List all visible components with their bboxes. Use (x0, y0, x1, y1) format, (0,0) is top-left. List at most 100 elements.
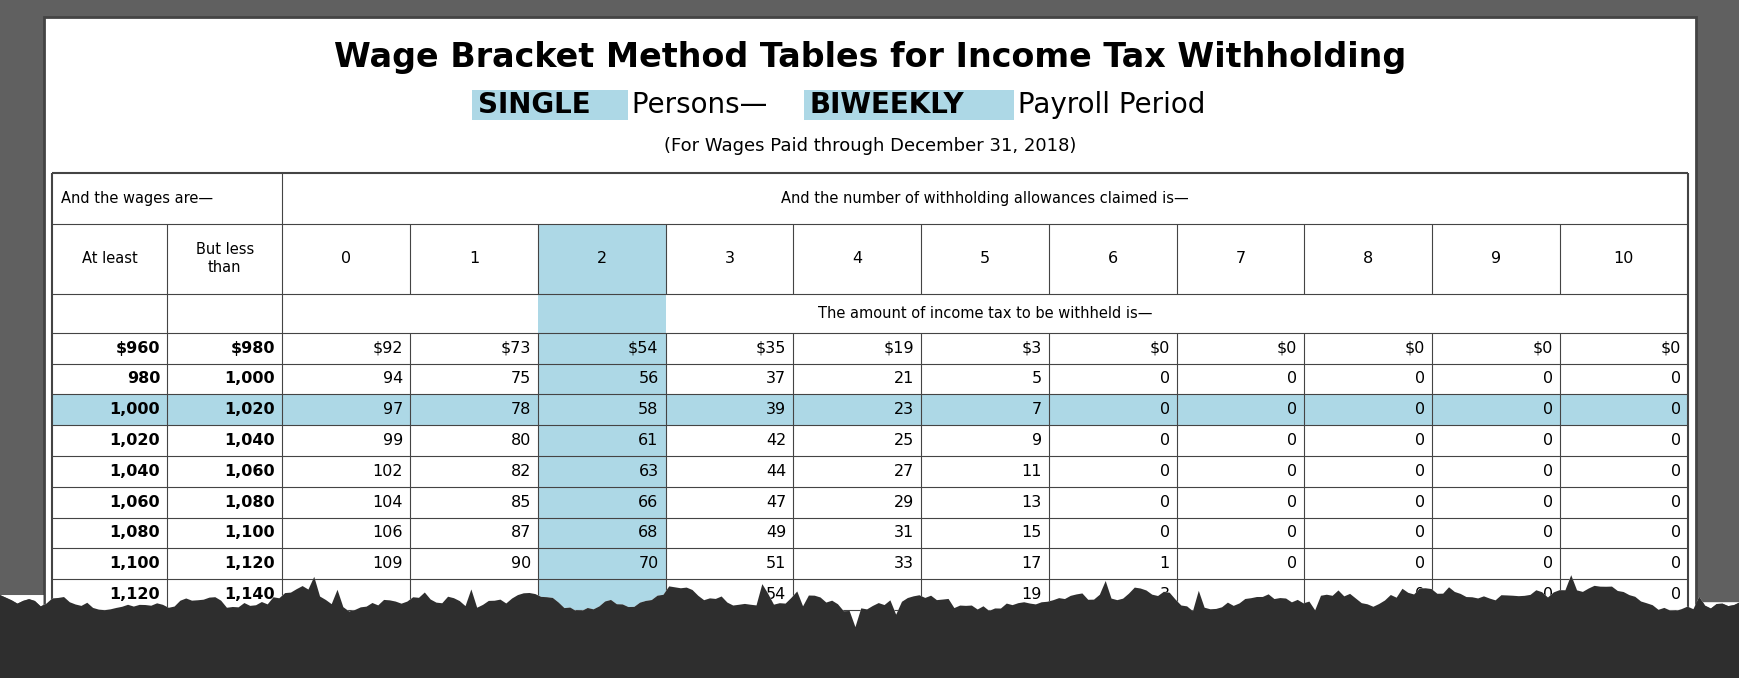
FancyBboxPatch shape (0, 651, 1739, 678)
Text: 0: 0 (1669, 556, 1680, 571)
Text: $92: $92 (372, 340, 403, 356)
Text: 102: 102 (372, 464, 403, 479)
Text: 980: 980 (127, 372, 160, 386)
Text: 1,040: 1,040 (110, 464, 160, 479)
Text: 58: 58 (638, 402, 657, 417)
FancyBboxPatch shape (52, 395, 1687, 425)
Text: 11: 11 (1021, 464, 1042, 479)
Text: 0: 0 (1669, 587, 1680, 602)
FancyBboxPatch shape (537, 425, 664, 456)
Text: And the wages are—: And the wages are— (61, 191, 212, 205)
Text: $980: $980 (231, 340, 275, 356)
Text: 66: 66 (638, 495, 657, 510)
Text: 17: 17 (1021, 556, 1042, 571)
Text: 0: 0 (1542, 402, 1553, 417)
Text: $0: $0 (1276, 340, 1297, 356)
Text: 0: 0 (1287, 495, 1297, 510)
Text: 42: 42 (765, 433, 786, 448)
Text: Wage Bracket Method Tables for Income Tax Withholding: Wage Bracket Method Tables for Income Ta… (334, 41, 1405, 74)
Text: 2: 2 (596, 251, 607, 266)
Text: 1,000: 1,000 (224, 372, 275, 386)
Text: 1,100: 1,100 (224, 525, 275, 540)
Text: 7: 7 (1235, 251, 1245, 266)
Text: 4: 4 (852, 251, 863, 266)
Text: 10: 10 (1612, 251, 1633, 266)
Text: 0: 0 (1542, 372, 1553, 386)
Text: But less
than: But less than (195, 243, 254, 275)
Text: 104: 104 (372, 495, 403, 510)
Text: 61: 61 (638, 433, 657, 448)
Text: $3: $3 (1021, 340, 1042, 356)
Text: 7: 7 (1031, 402, 1042, 417)
Text: 97: 97 (383, 402, 403, 417)
Text: 90: 90 (510, 556, 530, 571)
Text: 0: 0 (1287, 556, 1297, 571)
Text: 0: 0 (1414, 372, 1424, 386)
Text: 87: 87 (510, 525, 530, 540)
Text: 75: 75 (510, 372, 530, 386)
Text: 0: 0 (1669, 433, 1680, 448)
Text: 1,080: 1,080 (224, 495, 275, 510)
Text: 99: 99 (383, 433, 403, 448)
Text: 5: 5 (979, 251, 989, 266)
Text: 0: 0 (1669, 464, 1680, 479)
FancyBboxPatch shape (43, 17, 1696, 651)
Text: 94: 94 (383, 372, 403, 386)
FancyBboxPatch shape (537, 395, 664, 425)
Text: 21: 21 (894, 372, 913, 386)
FancyBboxPatch shape (537, 363, 664, 395)
Text: $35: $35 (755, 340, 786, 356)
Text: 0: 0 (1287, 372, 1297, 386)
Text: 106: 106 (372, 525, 403, 540)
Text: Persons—: Persons— (623, 91, 767, 119)
FancyBboxPatch shape (803, 90, 1014, 120)
Text: 29: 29 (894, 495, 913, 510)
Text: 1,080: 1,080 (110, 525, 160, 540)
FancyBboxPatch shape (537, 517, 664, 549)
Text: 1,020: 1,020 (224, 402, 275, 417)
Text: 0: 0 (1158, 525, 1169, 540)
Text: 9: 9 (1490, 251, 1501, 266)
Text: 33: 33 (894, 556, 913, 571)
Text: 70: 70 (638, 556, 657, 571)
Text: 1: 1 (468, 251, 478, 266)
Text: 68: 68 (638, 525, 657, 540)
Text: 0: 0 (1414, 525, 1424, 540)
Text: 5: 5 (1031, 372, 1042, 386)
Text: 0: 0 (1414, 433, 1424, 448)
Text: $54: $54 (628, 340, 657, 356)
Text: $19: $19 (883, 340, 913, 356)
Text: (For Wages Paid through December 31, 2018): (For Wages Paid through December 31, 201… (664, 137, 1075, 155)
FancyBboxPatch shape (537, 333, 664, 363)
Text: 9: 9 (1031, 433, 1042, 448)
Text: $960: $960 (117, 340, 160, 356)
Text: Payroll Period: Payroll Period (1009, 91, 1205, 119)
FancyBboxPatch shape (537, 610, 664, 641)
Text: 49: 49 (765, 525, 786, 540)
Text: 1,020: 1,020 (110, 433, 160, 448)
Text: 80: 80 (510, 433, 530, 448)
Text: 54: 54 (765, 587, 786, 602)
Text: 85: 85 (510, 495, 530, 510)
Text: 27: 27 (894, 464, 913, 479)
Text: 0: 0 (1287, 433, 1297, 448)
Text: 0: 0 (1158, 433, 1169, 448)
Text: 56: 56 (638, 372, 657, 386)
Text: 44: 44 (765, 464, 786, 479)
Text: 1,140: 1,140 (110, 618, 160, 633)
Text: 0: 0 (1414, 587, 1424, 602)
Text: 63: 63 (638, 464, 657, 479)
Text: 0: 0 (1542, 587, 1553, 602)
Text: 6: 6 (1108, 251, 1116, 266)
Text: 3: 3 (1160, 587, 1169, 602)
Text: And the number of withholding allowances claimed is—: And the number of withholding allowances… (781, 191, 1188, 205)
Text: $0: $0 (1532, 340, 1553, 356)
Text: $73: $73 (501, 340, 530, 356)
Text: $0: $0 (1149, 340, 1169, 356)
Text: 1,140: 1,140 (224, 587, 275, 602)
Text: 1,120: 1,120 (224, 556, 275, 571)
Text: 13: 13 (1021, 495, 1042, 510)
Text: 0: 0 (1414, 556, 1424, 571)
Text: 0: 0 (1158, 464, 1169, 479)
Text: 0: 0 (1158, 402, 1169, 417)
